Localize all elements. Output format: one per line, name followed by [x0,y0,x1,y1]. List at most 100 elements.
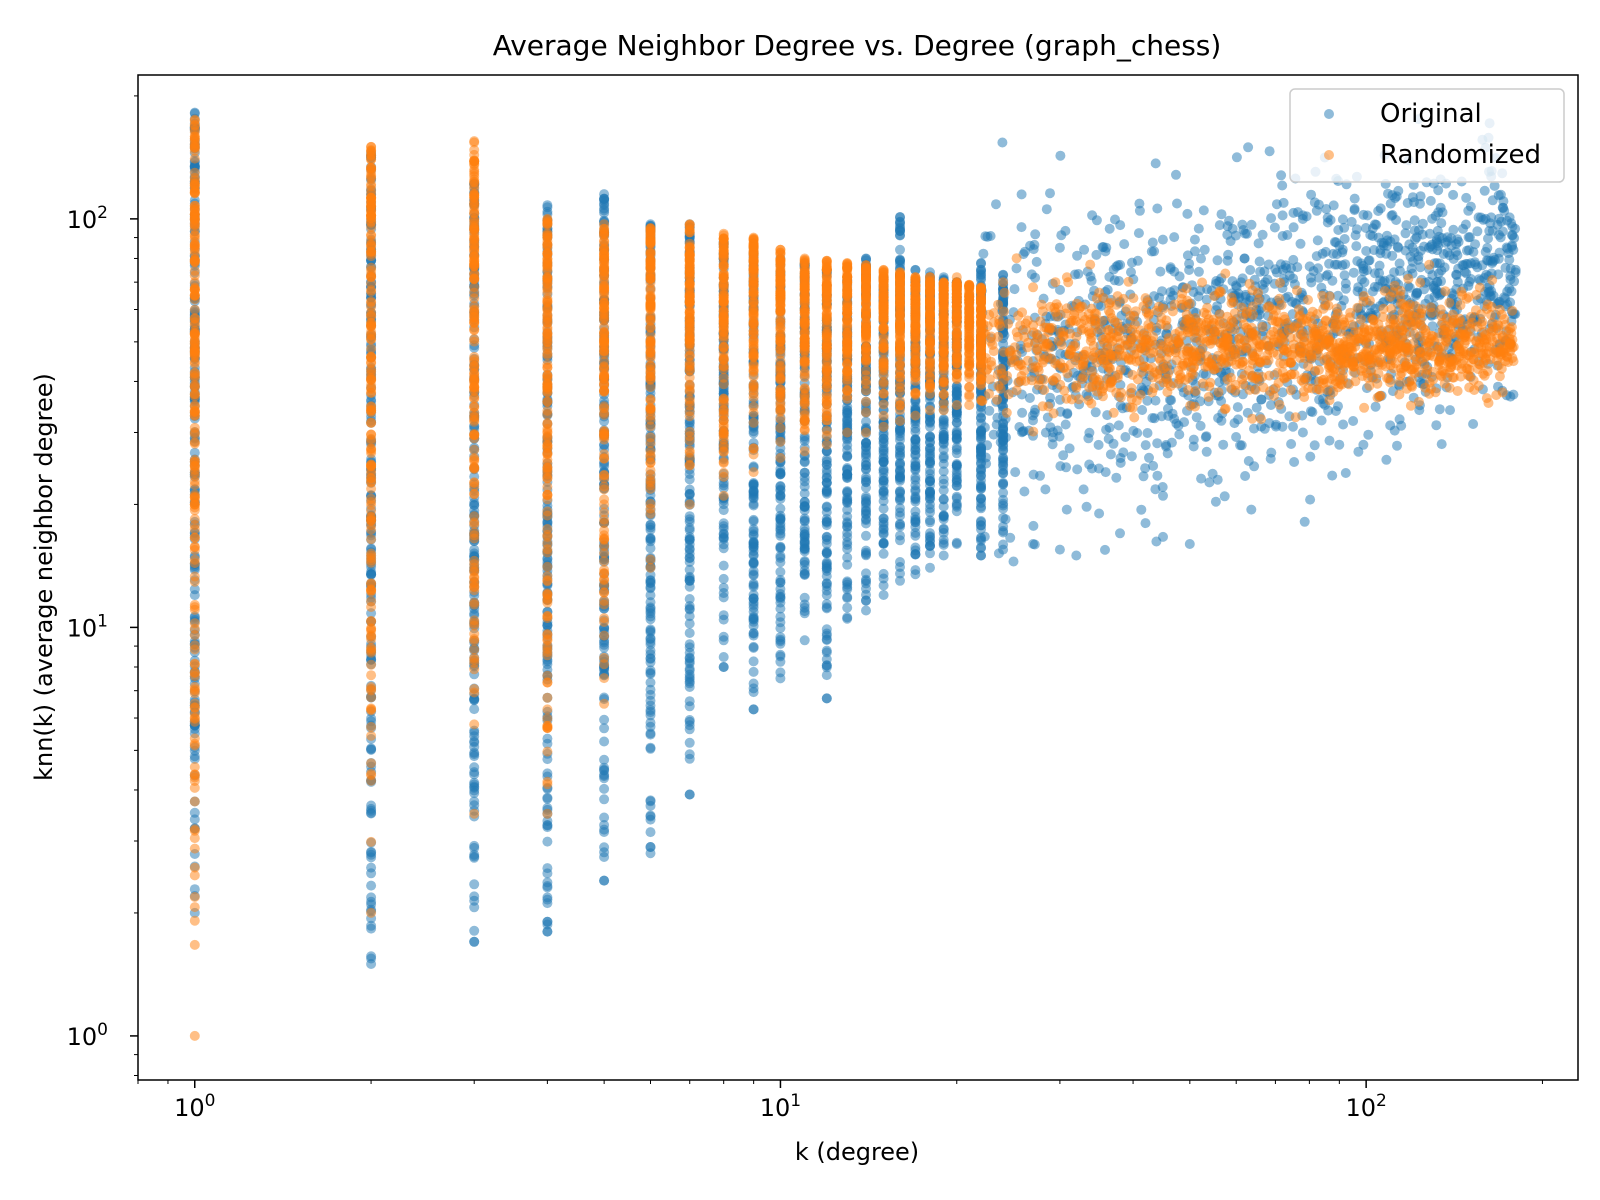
data-point-original [910,434,921,445]
data-point-original [1189,234,1200,245]
data-point-original [1169,232,1180,243]
data-point-original [1373,232,1384,243]
data-point-original [366,862,377,873]
data-point-original [1288,421,1298,432]
data-point-original [469,936,480,947]
data-point-randomized [189,532,200,543]
data-point-original [1509,233,1520,243]
data-point-original [842,517,853,528]
data-point-original [1351,241,1362,252]
data-point-randomized [189,1030,200,1041]
data-point-randomized [366,465,377,476]
data-point-original [978,248,989,259]
data-point-original [1493,253,1504,264]
data-point-original [366,959,377,969]
data-point-randomized [366,625,377,636]
data-point-original [366,892,377,903]
data-point-original [1239,253,1250,264]
data-point-original [684,658,695,669]
data-point-original [1327,470,1338,481]
data-point-original [469,762,480,773]
data-point-original [998,460,1009,471]
data-point-original [998,468,1009,479]
data-point-original [645,606,656,616]
data-point-original [976,272,986,283]
data-point-randomized [366,730,377,741]
data-point-original [1367,286,1378,297]
data-point-randomized [366,417,377,428]
data-point-original [998,444,1009,455]
data-point-randomized [366,515,377,526]
data-point-original [718,588,729,598]
data-point-randomized [189,391,200,402]
data-point-original [599,736,610,747]
data-point-original [821,647,832,658]
data-point-original [1306,189,1317,200]
data-point-original [1349,193,1360,204]
data-point-original [1350,230,1361,241]
data-point-original [1110,214,1120,225]
data-point-original [1219,491,1230,502]
data-point-original [1427,270,1438,281]
data-point-original [1169,285,1180,296]
data-point-original [1257,229,1268,240]
data-point-original [469,891,480,902]
data-point-original [542,754,553,765]
data-point-original [878,503,889,514]
data-point-original [1152,470,1163,481]
data-point-original [842,451,853,462]
data-point-original [1155,266,1166,277]
data-point-original [1222,229,1233,240]
data-point-original [1126,267,1136,278]
data-point-randomized [366,407,377,418]
data-point-randomized [189,187,200,198]
data-point-original [925,493,935,504]
data-point-original [925,540,935,551]
data-point-original [895,475,905,486]
data-point-original [748,428,759,439]
data-point-randomized [366,301,377,312]
data-point-original [1140,518,1151,529]
data-point-original [878,568,889,579]
data-point-original [1078,484,1089,495]
data-point-original [1072,464,1083,475]
data-point-original [684,724,695,735]
data-point-randomized [366,524,377,535]
data-point-original [718,652,729,662]
data-point-original [1436,276,1446,287]
data-point-original [542,868,553,879]
data-point-original [1433,185,1444,196]
data-point-original [895,212,905,223]
data-point-original [938,539,949,550]
data-point-original [1446,240,1457,251]
data-point-original [366,743,377,754]
data-point-original [981,458,992,469]
data-point-original [1269,222,1280,233]
data-point-original [684,532,695,543]
data-point-original [542,820,553,831]
data-point-original [1058,450,1069,461]
data-point-randomized [189,329,200,340]
data-point-original [895,518,905,529]
data-point-original [1200,369,1211,380]
data-point-original [821,547,832,558]
data-point-original [1017,407,1028,418]
data-point-original [1111,472,1122,483]
data-point-original [1266,213,1277,224]
data-point-original [1142,395,1153,406]
data-point-randomized [189,892,200,902]
data-point-original [998,487,1009,498]
data-point-original [1271,199,1282,210]
data-point-original [1195,420,1206,431]
data-point-original [1353,446,1364,457]
data-point-original [1245,265,1256,275]
data-point-original [775,550,786,561]
data-point-original [748,666,759,677]
data-point-original [1415,245,1426,256]
data-point-original [1193,291,1204,302]
data-point-original [469,796,480,807]
data-point-randomized [189,602,200,613]
data-point-randomized [189,870,200,881]
data-point-original [469,769,480,780]
data-point-original [1409,215,1420,226]
